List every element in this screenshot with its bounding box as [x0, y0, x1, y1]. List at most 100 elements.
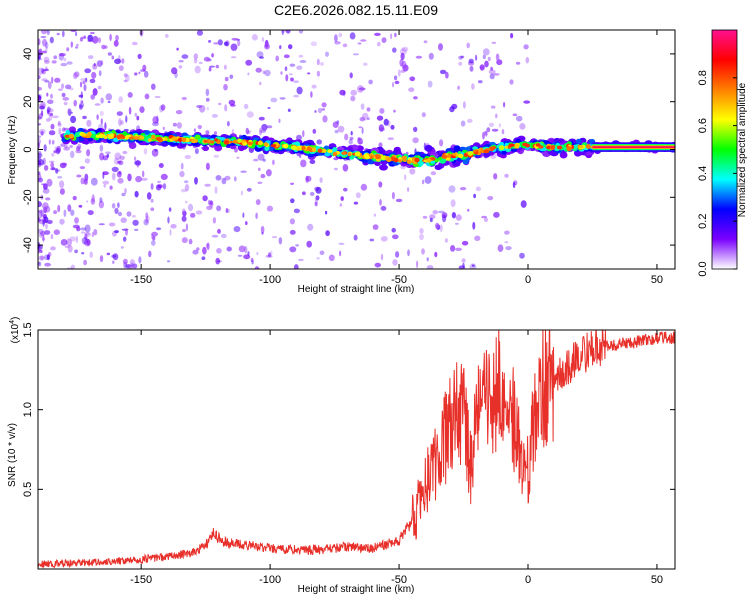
- spectrogram-speckle: [39, 105, 45, 110]
- spectrogram-speckle: [340, 196, 344, 201]
- figure-title: C2E6.2026.082.15.11.E09: [274, 2, 438, 18]
- spectrogram-cell: [576, 138, 582, 144]
- spectrogram-speckle: [368, 79, 373, 85]
- spectrogram-speckle: [439, 69, 447, 75]
- spectrogram-speckle: [224, 64, 227, 70]
- spectrogram-speckle: [252, 158, 259, 162]
- spectrogram-speckle: [105, 151, 111, 155]
- spectrogram-speckle: [378, 124, 385, 132]
- spectrogram-speckle: [339, 250, 342, 257]
- spectrogram-speckle: [206, 242, 210, 251]
- spectrogram-speckle: [320, 62, 324, 66]
- spectrogram-speckle: [50, 93, 53, 99]
- spectrogram-speckle: [124, 187, 127, 194]
- spectrogram-speckle: [99, 255, 104, 263]
- spectrogram-speckle: [342, 43, 348, 48]
- spectrogram-speckle: [167, 260, 171, 263]
- spectrogram-speckle: [229, 74, 234, 80]
- spectrogram-speckle: [38, 201, 42, 208]
- spectrogram-speckle: [487, 56, 491, 62]
- spectrogram-cell: [406, 159, 412, 164]
- spectrogram-speckle: [178, 65, 183, 69]
- spectrogram-speckle: [152, 235, 156, 241]
- spectrogram-speckle: [409, 168, 416, 175]
- spectrogram-speckle: [127, 173, 132, 182]
- spectrogram-speckle: [197, 124, 202, 130]
- spectrogram-cell: [116, 134, 122, 140]
- spectrogram-speckle: [38, 123, 42, 126]
- spectrogram-speckle: [258, 116, 265, 121]
- spectrogram-speckle: [482, 54, 486, 60]
- spectrogram-speckle: [459, 187, 467, 191]
- spectrogram-speckle: [315, 195, 320, 201]
- spectrogram-speckle: [483, 217, 489, 222]
- spectrogram-speckle: [300, 159, 307, 168]
- spectrogram-speckle: [142, 170, 145, 178]
- spectrogram-speckle: [72, 195, 77, 201]
- spectrogram-speckle: [38, 75, 41, 80]
- spectrogram-speckle: [458, 265, 466, 269]
- spectrogram-speckle: [50, 162, 54, 169]
- spectrogram-speckle: [41, 78, 48, 82]
- spectrogram-cell: [380, 156, 387, 160]
- spectrogram-speckle: [60, 143, 66, 148]
- spectrogram-speckle: [400, 69, 406, 73]
- spectrogram-speckle: [78, 204, 83, 208]
- spectrogram-speckle: [84, 68, 92, 74]
- spectrogram-speckle: [185, 200, 188, 204]
- spectrogram-cell: [556, 145, 563, 150]
- spectrogram-speckle: [125, 264, 132, 269]
- spectrogram-speckle: [278, 237, 283, 245]
- spectrogram-speckle: [75, 235, 78, 243]
- spectrogram-speckle: [145, 212, 149, 220]
- spectrogram-speckle: [360, 183, 368, 191]
- spectrogram-speckle: [44, 254, 50, 261]
- spectrogram-speckle: [321, 102, 327, 108]
- spectrogram-speckle: [391, 191, 395, 200]
- spectrogram-speckle: [267, 106, 271, 110]
- spectrogram-speckle: [455, 214, 462, 221]
- spectrogram-speckle: [38, 159, 45, 166]
- spectrogram-speckle: [43, 230, 51, 235]
- spectrogram-speckle: [168, 207, 172, 212]
- spectrogram-speckle: [107, 100, 111, 104]
- spectrogram-speckle: [378, 181, 383, 188]
- spectrogram-speckle: [367, 117, 370, 120]
- spectrogram-speckle: [381, 37, 387, 43]
- colorbar-tick-label: 0.2: [697, 214, 709, 229]
- spectrogram-speckle: [400, 52, 405, 61]
- spectrogram-speckle: [74, 71, 80, 78]
- spectrogram-cell: [144, 130, 151, 136]
- spectrogram-speckle: [54, 77, 61, 83]
- spectrogram-speckle: [289, 246, 297, 253]
- spectrogram-speckle: [40, 36, 47, 38]
- spectrogram-speckle: [237, 254, 243, 257]
- spectrogram-speckle: [247, 251, 250, 256]
- spectrogram-speckle: [39, 249, 43, 253]
- spectrogram-cell: [525, 143, 530, 148]
- spectrogram-speckle: [379, 199, 382, 206]
- spectrogram-speckle: [96, 60, 103, 67]
- spectrogram-speckle: [194, 177, 198, 185]
- colorbar-tick-label: 0.6: [697, 118, 709, 133]
- spectrogram-speckle: [302, 191, 306, 196]
- spectrogram-speckle: [38, 171, 41, 175]
- spectrogram-speckle: [515, 115, 523, 122]
- y-tick-label: 40: [22, 48, 34, 60]
- spectrogram-speckle: [143, 148, 148, 155]
- spectrogram-cell: [194, 134, 201, 140]
- spectrogram-speckle: [70, 264, 75, 269]
- spectrogram-speckle: [61, 92, 66, 98]
- y-tick-label: 1.5: [22, 322, 34, 337]
- spectrogram-speckle: [157, 180, 161, 184]
- spectrogram-speckle: [58, 53, 66, 57]
- spectrogram-speckle: [337, 125, 345, 133]
- spectrogram-speckle: [348, 139, 353, 145]
- spectrogram-speckle: [42, 216, 46, 225]
- spectrogram-speckle: [363, 62, 368, 66]
- y-tick-label: -40: [22, 237, 34, 253]
- spectrogram-speckle: [84, 158, 91, 164]
- spectrogram-speckle: [146, 192, 152, 200]
- spectrogram-speckle: [504, 230, 510, 235]
- spectrogram-speckle: [38, 54, 41, 59]
